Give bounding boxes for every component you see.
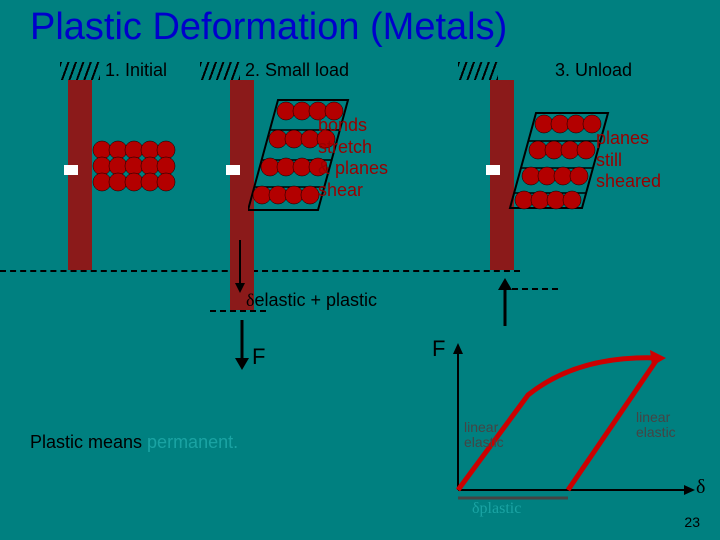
annot-line: stretch (318, 137, 388, 159)
panel2-hatch (200, 62, 240, 80)
panel3-annotation: planes still sheared (596, 128, 661, 193)
panel3-cut (486, 165, 500, 175)
graph-x-label: δ (696, 476, 705, 499)
caption-permanent: permanent. (147, 432, 238, 452)
annot-line: shear (318, 180, 388, 202)
annot-line: planes (596, 128, 661, 150)
page-number: 23 (684, 514, 700, 530)
annot-line: sheared (596, 171, 661, 193)
panel3-up-arrow (495, 278, 519, 328)
slide-title: Plastic Deformation (Metals) (30, 6, 507, 49)
panel1-hatch (60, 62, 100, 80)
panel1-atoms (92, 140, 192, 210)
annot-line: bonds (318, 115, 388, 137)
panel3-label: 3. Unload (555, 60, 632, 81)
baseline-dash (0, 270, 520, 272)
region-line: linear (636, 410, 676, 425)
panel1-bar (68, 80, 92, 270)
panel3-hatch (458, 62, 498, 80)
panel2-delta-arrow (225, 240, 255, 295)
panel2-label: 2. Small load (245, 60, 349, 81)
delta-text: elastic + plastic (254, 290, 377, 310)
graph-y-label: F (432, 336, 445, 362)
panel2-cut (226, 165, 240, 175)
panel1-cut (64, 165, 78, 175)
panel2-force-label: F (252, 344, 265, 370)
graph-right-region: linear elastic (636, 410, 676, 441)
region-line: elastic (636, 425, 676, 440)
graph-left-region: linear elastic (464, 420, 504, 451)
region-line: linear (464, 420, 504, 435)
panel1-label: 1. Initial (105, 60, 167, 81)
caption-means: Plastic means (30, 432, 147, 452)
panel2-annotation: bonds stretch & planes shear (318, 115, 388, 201)
panel2-delta-label: δelastic + plastic (246, 290, 377, 311)
region-line: elastic (464, 435, 504, 450)
slide-caption: Plastic means permanent. (30, 432, 238, 453)
graph-plastic-label: δplastic (472, 500, 521, 518)
annot-line: still (596, 150, 661, 172)
annot-line: & planes (318, 158, 388, 180)
